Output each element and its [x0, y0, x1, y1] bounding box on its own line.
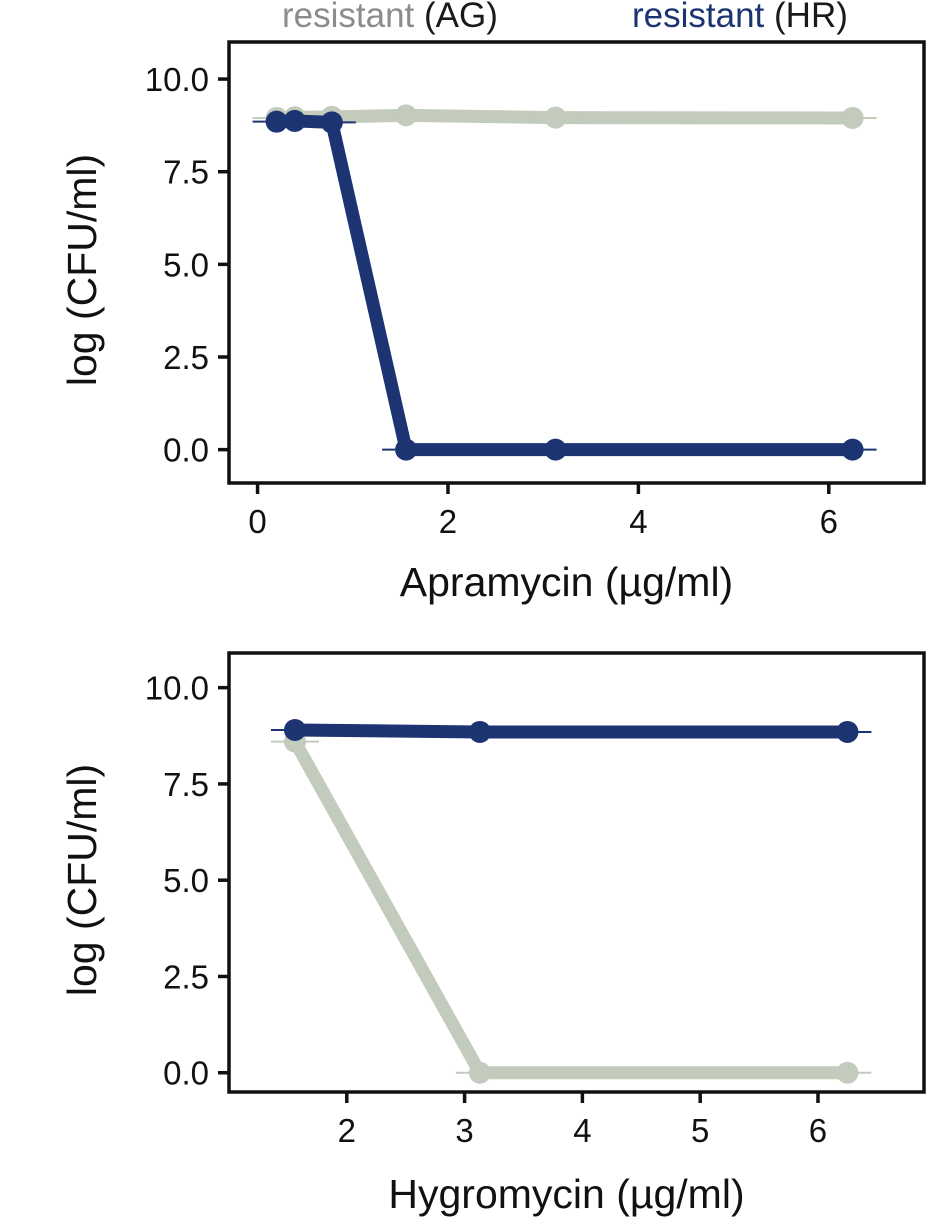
- y-axis-label: log (CFU/ml): [59, 154, 105, 386]
- legend-hr-word: resistant: [632, 0, 765, 35]
- x-tick-label: 6: [809, 1112, 827, 1149]
- x-tick-label: 0: [248, 503, 266, 540]
- data-point: [395, 104, 418, 127]
- legend-item-hr: resistant (HR): [632, 0, 848, 38]
- x-axis-label: Apramycin (µg/ml): [400, 559, 733, 605]
- y-tick-label: 2.5: [163, 958, 209, 995]
- y-axis-label: log (CFU/ml): [59, 764, 105, 996]
- data-point: [836, 720, 859, 743]
- data-point: [544, 106, 567, 129]
- series-hr: [252, 109, 877, 461]
- y-tick-label: 7.5: [163, 766, 209, 803]
- panel-2: 0.0 2.5 5.0 7.5 10.0 2 3 4 5 6 Hygromycin (µg/ml) l…: [59, 651, 926, 1217]
- data-point: [841, 438, 864, 461]
- data-point: [468, 720, 491, 743]
- legend-hr-code: (HR): [774, 0, 848, 35]
- series-ag: [252, 104, 877, 129]
- legend-item-ag: resistant (AG): [282, 0, 498, 38]
- data-point: [544, 438, 567, 461]
- data-point: [320, 111, 343, 134]
- data-point: [395, 438, 418, 461]
- x-axis-label: Hygromycin (µg/ml): [388, 1171, 744, 1217]
- panel-1: 0.0 2.5 5.0 7.5 10.0 0 2 4 6 Apramycin (µg/ml) log…: [59, 40, 926, 605]
- legend-ag-code: (AG): [424, 0, 498, 35]
- data-point: [283, 109, 306, 132]
- x-tick-label: 3: [455, 1112, 473, 1149]
- plot-frame: [227, 40, 926, 485]
- y-tick-label: 10.0: [145, 61, 209, 98]
- legend: resistant (AG) resistant (HR): [0, 0, 934, 44]
- x-tick-label: 5: [691, 1112, 709, 1149]
- series-hr: [270, 719, 872, 743]
- x-tick-label: 6: [820, 503, 838, 540]
- series-line: [270, 114, 860, 457]
- data-point: [468, 1061, 491, 1084]
- series-ag: [270, 730, 872, 1084]
- series-line: [288, 723, 854, 739]
- series-line: [288, 735, 854, 1080]
- y-tick-label: 5.0: [163, 862, 209, 899]
- data-point: [283, 719, 306, 742]
- y-tick-label: 2.5: [163, 339, 209, 376]
- x-tick-label: 2: [338, 1112, 356, 1149]
- data-point: [841, 106, 864, 129]
- plot-frame: [227, 651, 926, 1094]
- x-tick-label: 2: [439, 503, 457, 540]
- y-tick-label: 5.0: [163, 246, 209, 283]
- x-tick-label: 4: [573, 1112, 591, 1149]
- y-tick-label: 7.5: [163, 154, 209, 191]
- data-point: [836, 1061, 859, 1084]
- y-tick-label: 10.0: [145, 670, 209, 707]
- legend-ag-word: resistant: [282, 0, 415, 35]
- y-tick-label: 0.0: [163, 1055, 209, 1092]
- y-tick-label: 0.0: [163, 432, 209, 469]
- x-tick-label: 4: [629, 503, 647, 540]
